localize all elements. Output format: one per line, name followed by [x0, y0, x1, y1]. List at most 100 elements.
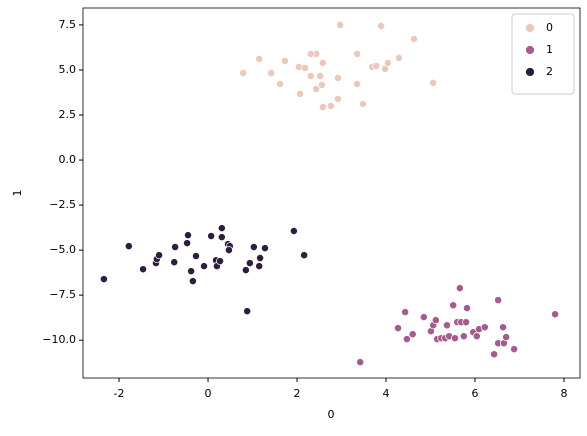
point — [451, 334, 459, 343]
point — [402, 335, 411, 344]
legend-box — [511, 13, 575, 95]
y-tick-label: −10.0 — [42, 333, 76, 346]
point — [356, 358, 365, 367]
point — [326, 102, 335, 110]
y-tick-label: −5.0 — [49, 243, 76, 256]
point — [401, 308, 410, 317]
point — [301, 64, 309, 72]
point — [171, 243, 180, 251]
point — [353, 80, 362, 88]
point — [289, 227, 298, 235]
legend-label: 2 — [546, 65, 553, 78]
point — [155, 251, 164, 260]
x-tick-label: -2 — [114, 387, 125, 400]
point — [336, 20, 345, 29]
point — [267, 69, 276, 77]
y-tick-label: 5.0 — [59, 63, 77, 76]
point — [183, 239, 192, 248]
point — [394, 324, 402, 333]
point — [276, 80, 285, 88]
point — [207, 232, 216, 241]
point — [261, 244, 269, 253]
point — [306, 71, 315, 80]
point — [170, 258, 179, 267]
point — [318, 58, 327, 67]
point — [224, 246, 233, 255]
legend-label: 1 — [546, 43, 553, 56]
plot-frame — [82, 7, 581, 379]
point — [358, 100, 367, 108]
point — [124, 242, 133, 251]
point — [187, 267, 196, 276]
point — [472, 332, 481, 341]
point — [551, 310, 560, 319]
point — [239, 69, 248, 77]
point — [353, 49, 362, 58]
point — [192, 252, 200, 260]
point — [449, 301, 458, 310]
point — [300, 251, 309, 260]
point — [139, 265, 148, 274]
point — [334, 95, 342, 103]
x-tick-label: 4 — [383, 387, 390, 400]
point — [462, 318, 471, 327]
legend-marker — [525, 23, 535, 33]
point — [463, 304, 471, 313]
point — [431, 316, 440, 325]
point — [394, 53, 403, 62]
x-tick-label: 6 — [471, 387, 478, 400]
point — [306, 49, 315, 58]
point — [510, 345, 519, 354]
point — [296, 89, 305, 98]
point — [494, 296, 503, 305]
y-tick-label: 2.5 — [59, 108, 77, 121]
point — [419, 313, 428, 322]
point — [499, 323, 507, 332]
point — [334, 73, 342, 82]
legend-marker — [525, 67, 535, 77]
point — [429, 78, 438, 87]
point — [99, 275, 108, 284]
point — [281, 57, 289, 65]
point — [480, 323, 489, 332]
point — [372, 62, 381, 70]
point — [216, 257, 224, 266]
y-tick-label: −7.5 — [49, 288, 76, 301]
point — [502, 333, 511, 342]
point — [318, 103, 327, 112]
y-tick-label: 0.0 — [59, 153, 77, 166]
y-tick-label: −2.5 — [49, 198, 76, 211]
x-axis-label: 0 — [328, 408, 335, 421]
y-axis-label: 1 — [11, 190, 24, 197]
point — [443, 321, 451, 330]
point — [316, 71, 325, 80]
point — [312, 85, 321, 94]
x-tick-label: 8 — [560, 387, 567, 400]
point — [455, 284, 464, 293]
x-tick-label: 2 — [294, 387, 301, 400]
point — [255, 262, 264, 271]
point — [217, 224, 226, 233]
point — [459, 332, 468, 341]
point — [490, 350, 499, 359]
point — [241, 266, 250, 275]
legend-marker — [525, 45, 535, 55]
point — [377, 22, 386, 30]
point — [383, 58, 392, 67]
point — [408, 330, 417, 339]
legend-label: 0 — [546, 21, 553, 34]
point — [249, 243, 258, 251]
x-tick-label: 0 — [205, 387, 212, 400]
point — [245, 259, 254, 268]
point — [410, 35, 418, 43]
point — [184, 231, 192, 240]
y-tick-label: 7.5 — [59, 18, 77, 31]
point — [200, 262, 208, 271]
point — [243, 307, 252, 316]
point — [188, 277, 197, 286]
point — [255, 55, 264, 63]
point — [317, 80, 326, 89]
point — [256, 254, 265, 262]
point — [217, 233, 226, 242]
